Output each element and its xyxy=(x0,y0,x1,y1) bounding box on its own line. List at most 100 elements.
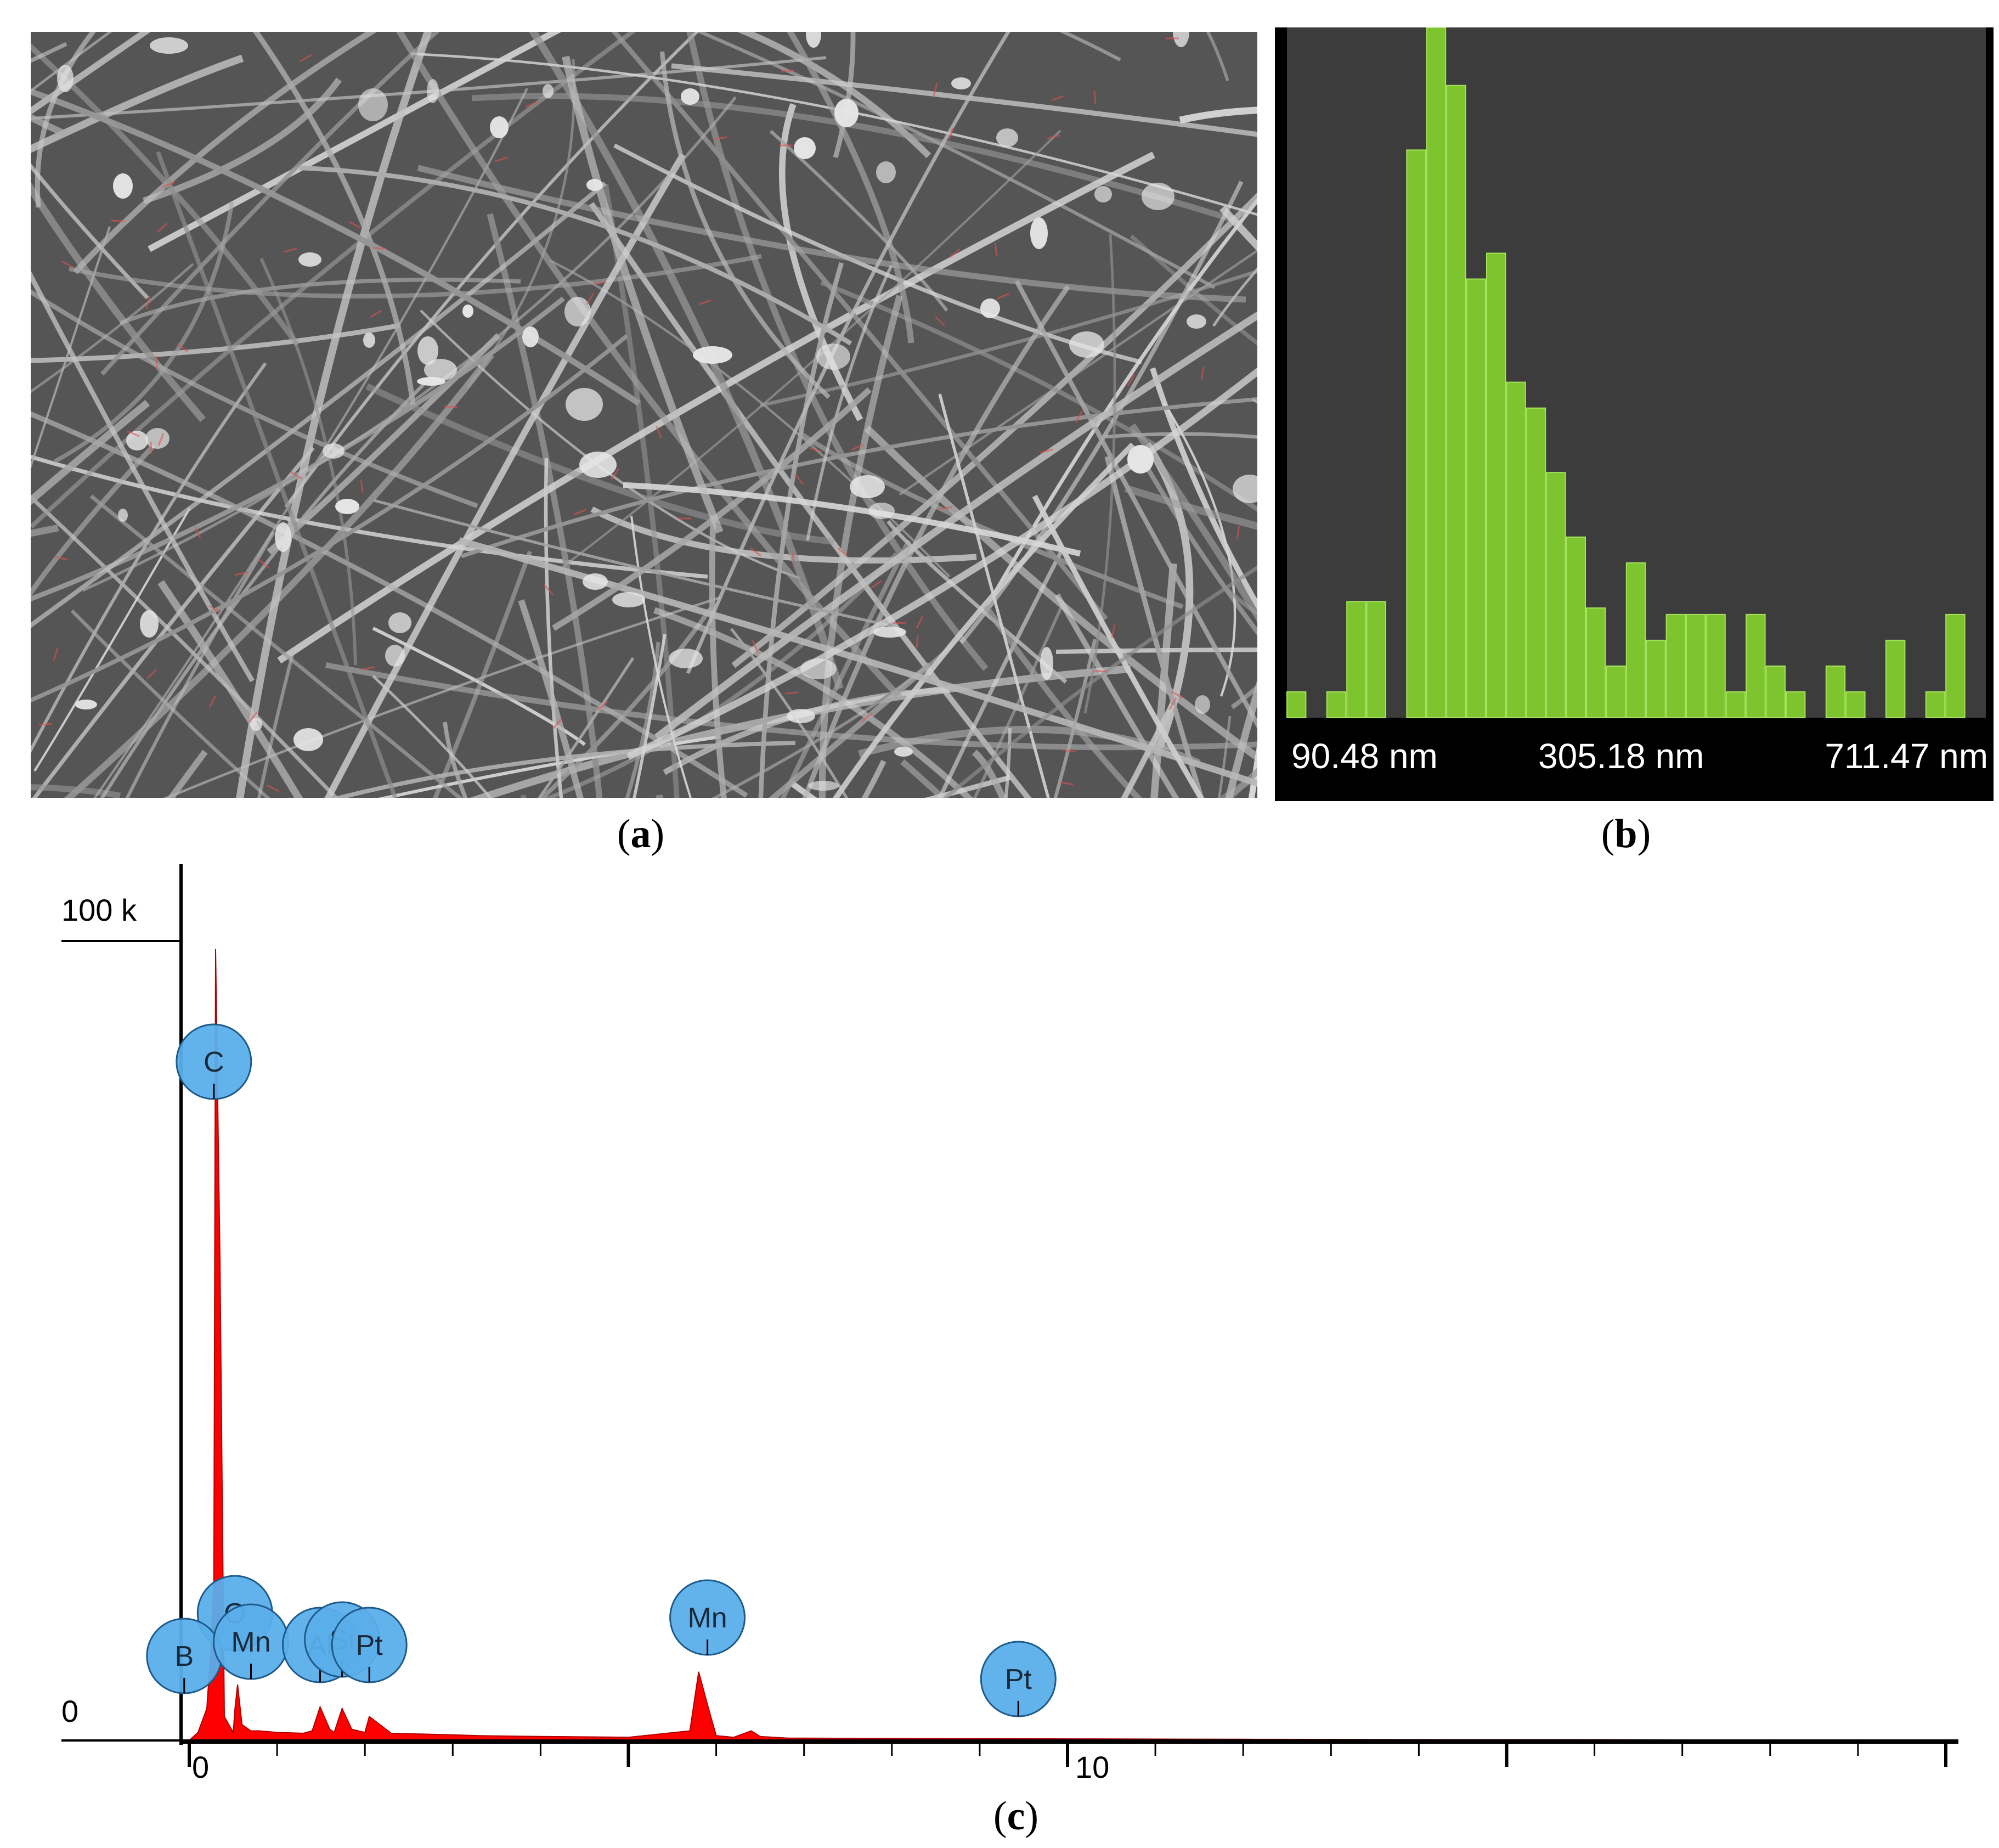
fiber xyxy=(1032,494,1204,798)
measurement-mark xyxy=(949,248,961,258)
eds-spectrum-chart: 100 k 0 0 10 COBMnAlSiPtMnPt xyxy=(61,864,1958,1784)
particle xyxy=(358,88,388,121)
measurement-mark xyxy=(157,222,168,233)
peak-marker-mn: Mn xyxy=(213,1603,289,1680)
sem-micrograph xyxy=(31,32,1257,798)
fiber xyxy=(973,607,1063,798)
measurement-mark xyxy=(552,718,563,729)
particle xyxy=(1195,695,1210,714)
measurement-mark xyxy=(234,571,248,576)
fiber xyxy=(125,531,275,798)
fiber xyxy=(31,454,708,579)
caption-a: (a) xyxy=(617,812,665,857)
fiber xyxy=(156,151,397,798)
measurement-mark xyxy=(284,247,297,253)
eds-y-label-top: 100 k xyxy=(61,893,137,927)
measurement-mark xyxy=(597,700,608,711)
particle xyxy=(323,443,345,459)
histogram-bar xyxy=(1665,613,1686,719)
measurement-mark xyxy=(586,292,595,305)
fiber xyxy=(709,515,727,798)
measurement-mark xyxy=(750,547,761,557)
fiber xyxy=(972,750,1007,798)
fiber xyxy=(899,249,1257,495)
fiber xyxy=(1055,647,1257,654)
measurement-mark xyxy=(861,712,873,722)
fiber xyxy=(89,494,463,798)
measurement-mark xyxy=(494,156,508,162)
particle xyxy=(57,65,74,92)
fiber xyxy=(671,63,1257,137)
peak-marker-label: Pt xyxy=(1005,1664,1032,1695)
fiber xyxy=(1206,32,1229,81)
measurement-mark xyxy=(194,526,201,539)
measurement-mark xyxy=(248,712,258,723)
measurement-mark xyxy=(994,243,998,257)
fiber xyxy=(31,784,121,798)
particle xyxy=(894,747,913,757)
histogram-bar xyxy=(1286,691,1307,718)
fiber xyxy=(983,604,1142,798)
particle xyxy=(566,388,603,421)
fiber xyxy=(1053,639,1097,798)
fiber xyxy=(806,264,893,541)
fiber xyxy=(557,129,1061,571)
measurement-mark xyxy=(610,468,620,480)
measurement-mark xyxy=(38,723,53,726)
fiber xyxy=(396,32,903,701)
particle xyxy=(126,431,148,450)
histogram-bar xyxy=(1466,278,1487,718)
fiber xyxy=(252,32,416,405)
fiber xyxy=(737,32,931,159)
fiber xyxy=(299,165,852,346)
particle xyxy=(250,718,262,731)
fiber-network xyxy=(31,32,1257,798)
peak-marker-pt: Pt xyxy=(331,1607,408,1683)
peak-marker-label: Mn xyxy=(231,1626,270,1658)
peak-marker-label: C xyxy=(204,1046,224,1078)
fiber xyxy=(886,520,1068,684)
caption-b: (b) xyxy=(1601,812,1651,857)
fiber xyxy=(100,32,440,376)
histogram-bar xyxy=(1426,27,1447,718)
measurement-mark xyxy=(1127,374,1136,386)
peak-marker-label: Pt xyxy=(356,1630,383,1661)
fiber xyxy=(959,181,1244,644)
fiber xyxy=(100,376,432,798)
histogram-bar xyxy=(1686,613,1706,719)
measurement-mark xyxy=(656,426,662,439)
measurement-mark xyxy=(162,181,176,188)
fiber xyxy=(487,213,603,798)
measurement-mark xyxy=(525,101,538,108)
measurement-mark xyxy=(996,292,1009,300)
particle xyxy=(1187,314,1206,329)
hist-tick-label-mid: 305.18 nm xyxy=(1538,736,1704,776)
fiber xyxy=(31,411,748,798)
measurement-mark xyxy=(1111,624,1116,638)
measurement-mark xyxy=(948,127,954,140)
fiber xyxy=(119,278,521,325)
histogram-bar xyxy=(1746,613,1766,719)
peak-marker-b: B xyxy=(146,1618,223,1694)
fiber xyxy=(31,270,255,683)
histogram-bar xyxy=(1326,691,1347,718)
histogram-bar xyxy=(1406,149,1426,718)
measurement-mark xyxy=(208,695,217,708)
measurement-mark xyxy=(543,584,554,595)
fiber xyxy=(864,425,1257,762)
fiber xyxy=(70,609,270,798)
histogram-bar xyxy=(1725,691,1746,718)
measurement-mark xyxy=(698,299,711,306)
measurement-mark xyxy=(53,647,59,661)
fiber xyxy=(1212,267,1257,327)
measurement-mark xyxy=(1040,448,1053,454)
particle xyxy=(427,79,439,103)
fiber xyxy=(32,446,315,798)
measurement-mark xyxy=(1051,95,1064,102)
fiber xyxy=(942,565,1257,798)
particle xyxy=(693,346,732,364)
eds-x-label-0: 0 xyxy=(192,1750,209,1784)
fiber xyxy=(372,675,493,798)
fiber xyxy=(861,759,886,798)
particle xyxy=(583,573,608,590)
